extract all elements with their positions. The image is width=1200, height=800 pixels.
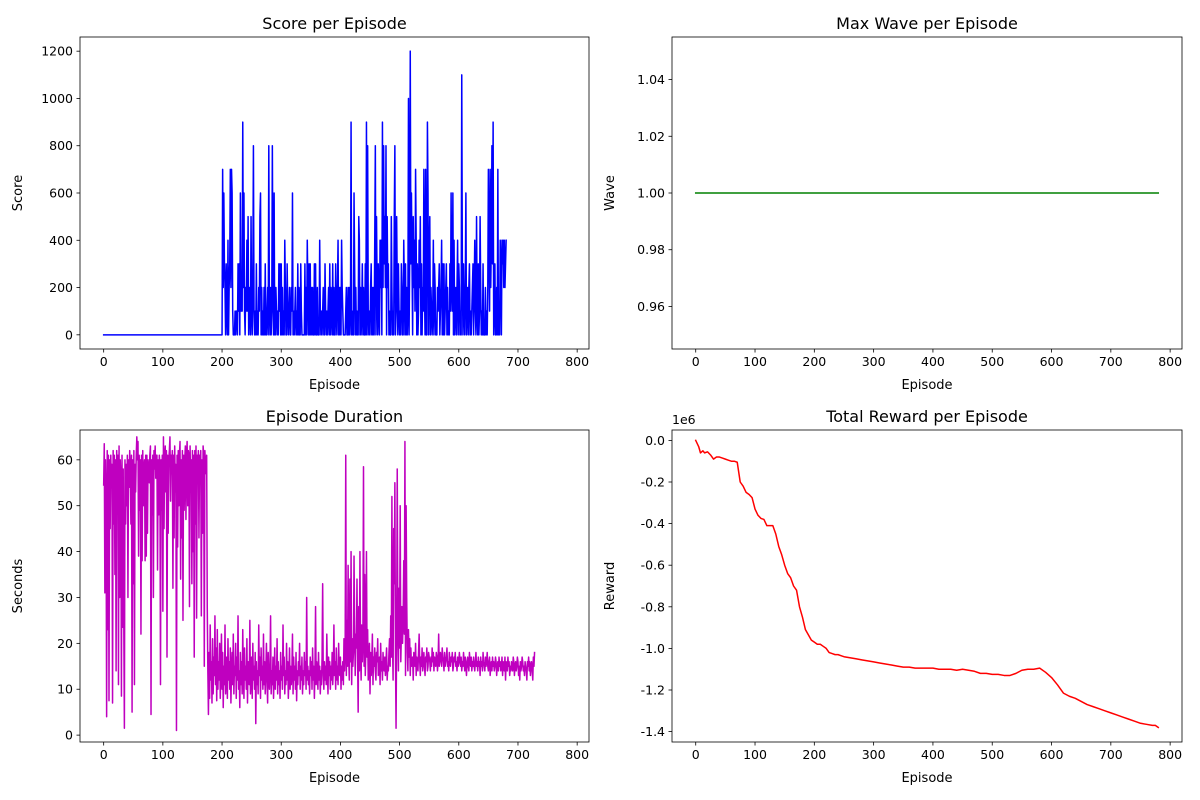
x-tick-label: 300 [269, 747, 293, 762]
y-tick-label: 50 [57, 498, 73, 513]
chart-panel-1: 0 100 200 300 400 500 600 700 800 0.96 0.98 1.00 1.0… [603, 14, 1183, 393]
y-tick-label: 1000 [41, 91, 73, 106]
series-line-0 [102, 50, 507, 336]
plot-frame [79, 429, 590, 743]
y-axis-label: Wave [603, 175, 618, 211]
plot-frame [671, 429, 1183, 743]
y-tick-label: 0.96 [637, 299, 665, 314]
x-tick-label: 100 [151, 747, 175, 762]
x-tick-label: 400 [921, 747, 945, 762]
x-tick-label: 700 [506, 747, 530, 762]
x-tick-label: 700 [1099, 354, 1123, 369]
x-tick-label: 400 [328, 354, 352, 369]
y-tick-label: 0.0 [645, 433, 665, 448]
x-tick-label: 0 [100, 747, 108, 762]
y-tick-label: 20 [57, 636, 73, 651]
x-tick-label: 600 [447, 747, 471, 762]
y-tick-label: -1.2 [641, 683, 665, 698]
x-tick-label: 100 [743, 747, 767, 762]
x-tick-label: 200 [210, 747, 234, 762]
x-tick-label: 100 [151, 354, 175, 369]
x-tick-label: 700 [1099, 747, 1123, 762]
x-tick-label: 500 [980, 747, 1004, 762]
x-tick-label: 400 [328, 747, 352, 762]
x-tick-label: 800 [1158, 354, 1182, 369]
y-tick-label: 0 [65, 728, 73, 743]
y-tick-label: -1.4 [641, 724, 665, 739]
y-tick-label: 30 [57, 590, 73, 605]
x-tick-label: 300 [862, 747, 886, 762]
y-tick-label: 600 [49, 186, 73, 201]
chart-title: Total Reward per Episode [825, 407, 1028, 426]
chart-title: Episode Duration [266, 407, 403, 426]
x-tick-label: 200 [802, 747, 826, 762]
x-tick-label: 600 [1040, 747, 1064, 762]
x-tick-label: 200 [802, 354, 826, 369]
y-tick-label: -1.0 [641, 641, 665, 656]
x-tick-label: 0 [692, 354, 700, 369]
y-tick-label: 400 [49, 233, 73, 248]
chart-title: Max Wave per Episode [836, 14, 1018, 33]
y-tick-label: -0.4 [641, 516, 665, 531]
x-tick-label: 600 [1040, 354, 1064, 369]
y-tick-label: 200 [49, 280, 73, 295]
y-tick-label: 1.02 [637, 129, 665, 144]
x-tick-label: 400 [921, 354, 945, 369]
x-axis-label: Episode [901, 771, 952, 786]
x-tick-label: 0 [100, 354, 108, 369]
x-tick-label: 500 [388, 747, 412, 762]
y-tick-label: -0.2 [641, 475, 665, 490]
x-axis-label: Episode [309, 378, 360, 393]
chart-panel-0: 0 100 200 300 400 500 600 700 800 0 200 400 600 800 10… [11, 14, 590, 393]
x-tick-label: 300 [269, 354, 293, 369]
y-tick-label: 0 [65, 327, 73, 342]
y-axis-label: Reward [603, 562, 618, 610]
y-tick-label: -0.8 [641, 599, 665, 614]
x-tick-label: 600 [447, 354, 471, 369]
x-tick-label: 300 [862, 354, 886, 369]
y-tick-label: 0.98 [637, 242, 665, 257]
x-tick-label: 100 [743, 354, 767, 369]
x-tick-label: 0 [692, 747, 700, 762]
x-tick-label: 200 [210, 354, 234, 369]
y-axis-label: Seconds [11, 558, 26, 613]
chart-title: Score per Episode [262, 14, 406, 33]
x-tick-label: 500 [980, 354, 1004, 369]
x-axis-label: Episode [309, 771, 360, 786]
y-tick-label: 800 [49, 138, 73, 153]
y-tick-label: 60 [57, 452, 73, 467]
y-axis-label: Score [11, 175, 26, 211]
x-tick-label: 500 [388, 354, 412, 369]
series-line-0 [102, 436, 536, 732]
y-tick-label: 40 [57, 544, 73, 559]
y-tick-label: 10 [57, 682, 73, 697]
y-tick-label: 1.04 [637, 72, 665, 87]
chart-panel-2: 0 100 200 300 400 500 600 700 800 0 10 20 30 40 50 60 Ep… [11, 407, 590, 786]
chart-panel-3: 0 100 200 300 400 500 600 700 800 0.0 -0.2 -0.4 -0.6… [603, 407, 1183, 786]
x-tick-label: 700 [506, 354, 530, 369]
series-line-0 [694, 439, 1160, 729]
x-tick-label: 800 [565, 354, 589, 369]
x-axis-label: Episode [901, 378, 952, 393]
x-tick-label: 800 [1158, 747, 1182, 762]
y-tick-label: -0.6 [641, 558, 665, 573]
axis-multiplier: 1e6 [672, 412, 696, 427]
y-tick-label: 1200 [41, 44, 73, 59]
y-tick-label: 1.00 [637, 186, 665, 201]
x-tick-label: 800 [565, 747, 589, 762]
